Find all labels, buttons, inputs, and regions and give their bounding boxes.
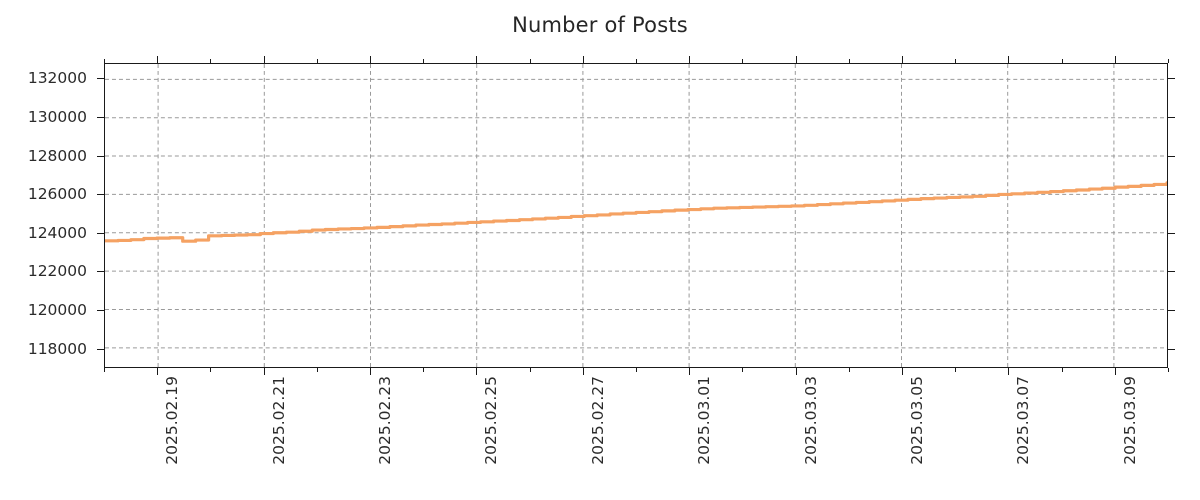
x-axis-tick-label: 2025.03.09 bbox=[1120, 376, 1139, 465]
x-axis-tick-mark bbox=[689, 368, 691, 375]
y-axis-tick-label: 130000 bbox=[27, 108, 87, 127]
x-axis-minor-tick-mark bbox=[104, 368, 105, 372]
x-axis-tick-mark-top bbox=[157, 56, 159, 63]
x-axis-minor-tick-mark-top bbox=[1061, 59, 1063, 63]
y-axis-tick-label: 118000 bbox=[27, 339, 87, 358]
x-axis-minor-tick-mark-top bbox=[316, 59, 318, 63]
x-axis-minor-tick-mark-top bbox=[1168, 59, 1169, 63]
x-axis-minor-tick-mark bbox=[316, 368, 318, 372]
x-axis-tick-label: 2025.02.21 bbox=[269, 376, 288, 465]
x-axis-tick-mark-top bbox=[582, 56, 584, 63]
x-axis-minor-tick-mark-top bbox=[742, 59, 744, 63]
y-axis-tick-mark-right bbox=[1168, 271, 1175, 273]
x-axis-tick-mark-top bbox=[795, 56, 797, 63]
y-axis-tick-mark-right bbox=[1168, 78, 1175, 80]
y-axis-tick-mark bbox=[97, 78, 104, 80]
x-axis-tick-mark-top bbox=[689, 56, 691, 63]
y-axis-tick-mark bbox=[97, 310, 104, 312]
y-axis-tick-mark bbox=[97, 155, 104, 157]
x-axis-minor-tick-mark bbox=[210, 368, 212, 372]
x-axis-tick-label: 2025.02.19 bbox=[163, 376, 182, 465]
x-axis-tick-mark-top bbox=[1114, 56, 1116, 63]
x-axis-minor-tick-mark-top bbox=[423, 59, 425, 63]
x-axis-minor-tick-mark bbox=[636, 368, 637, 372]
x-axis-tick-label: 2025.03.03 bbox=[801, 376, 820, 465]
y-axis-tick-mark bbox=[97, 232, 104, 234]
x-axis-tick-label: 2025.02.27 bbox=[588, 376, 607, 465]
y-axis-tick-label: 122000 bbox=[27, 262, 87, 281]
y-axis-tick-mark-right bbox=[1168, 310, 1175, 312]
x-axis-tick-mark-top bbox=[902, 56, 903, 63]
x-axis-minor-tick-mark bbox=[1061, 368, 1063, 372]
x-axis-tick-label: 2025.03.07 bbox=[1014, 376, 1033, 465]
y-axis-tick-mark bbox=[97, 271, 104, 273]
x-axis-minor-tick-mark bbox=[529, 368, 531, 372]
y-axis-tick-mark bbox=[97, 348, 104, 350]
y-axis-tick-mark-right bbox=[1168, 194, 1175, 196]
x-axis-tick-mark bbox=[1008, 368, 1010, 375]
x-axis-tick-mark bbox=[795, 368, 797, 375]
x-axis-tick-mark bbox=[370, 368, 371, 375]
chart-title: Number of Posts bbox=[512, 13, 688, 37]
x-axis-minor-tick-mark-top bbox=[636, 59, 637, 63]
x-axis-minor-tick-mark bbox=[423, 368, 425, 372]
x-axis-tick-mark-top bbox=[1008, 56, 1010, 63]
x-axis-tick-mark bbox=[157, 368, 159, 375]
y-axis-tick-mark-right bbox=[1168, 348, 1175, 350]
y-axis-tick-label: 132000 bbox=[27, 69, 87, 88]
x-axis-minor-tick-mark-top bbox=[529, 59, 531, 63]
x-axis-tick-label: 2025.03.05 bbox=[908, 376, 926, 465]
x-axis-minor-tick-mark-top bbox=[955, 59, 957, 63]
x-axis-tick-mark-top bbox=[370, 56, 371, 63]
x-axis-minor-tick-mark bbox=[1168, 368, 1169, 372]
x-axis-tick-mark bbox=[582, 368, 584, 375]
x-axis-minor-tick-mark bbox=[955, 368, 957, 372]
y-axis-tick-label: 120000 bbox=[27, 301, 87, 320]
y-axis-tick-label: 128000 bbox=[27, 146, 87, 165]
y-axis-tick-mark-right bbox=[1168, 117, 1175, 119]
y-axis-tick-label: 126000 bbox=[27, 185, 87, 204]
x-axis-tick-mark bbox=[263, 368, 265, 375]
series-line-number-of-posts bbox=[105, 181, 1167, 243]
y-axis-tick-mark bbox=[97, 117, 104, 119]
x-axis-minor-tick-mark-top bbox=[210, 59, 212, 63]
data-line-number-of-posts bbox=[105, 181, 1167, 243]
y-axis-tick-mark bbox=[97, 194, 104, 196]
x-axis-tick-mark-top bbox=[476, 56, 478, 63]
x-axis-minor-tick-mark-top bbox=[104, 59, 105, 63]
x-axis-minor-tick-mark bbox=[848, 368, 850, 372]
y-axis-tick-mark-right bbox=[1168, 155, 1175, 157]
x-axis-minor-tick-mark bbox=[742, 368, 744, 372]
x-axis-minor-tick-mark-top bbox=[848, 59, 850, 63]
x-axis-tick-label: 2025.02.23 bbox=[376, 376, 394, 465]
x-axis-tick-mark-top bbox=[263, 56, 265, 63]
x-axis-tick-mark bbox=[902, 368, 903, 375]
x-axis-tick-label: 2025.03.01 bbox=[695, 376, 714, 465]
y-axis-tick-mark-right bbox=[1168, 232, 1175, 234]
plot-area bbox=[104, 63, 1168, 368]
x-axis-tick-mark bbox=[1114, 368, 1116, 375]
x-axis-tick-label: 2025.02.25 bbox=[482, 376, 501, 465]
x-axis-tick-mark bbox=[476, 368, 478, 375]
y-axis-tick-label: 124000 bbox=[27, 223, 87, 242]
